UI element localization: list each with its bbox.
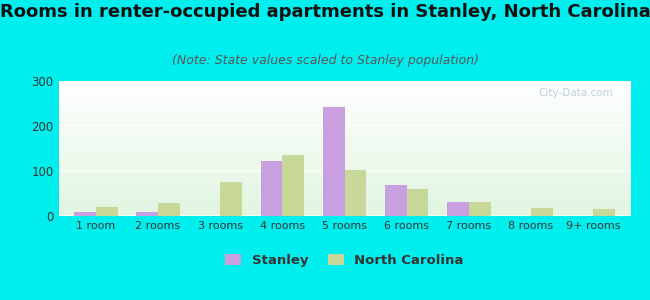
Bar	[323, 106, 345, 216]
Bar	[158, 203, 180, 216]
Bar	[593, 209, 615, 216]
Bar	[531, 208, 552, 216]
Text: Rooms in renter-occupied apartments in Stanley, North Carolina: Rooms in renter-occupied apartments in S…	[0, 3, 650, 21]
Text: City-Data.com: City-Data.com	[539, 88, 614, 98]
Bar	[469, 202, 491, 216]
Bar	[220, 182, 242, 216]
Text: (Note: State values scaled to Stanley population): (Note: State values scaled to Stanley po…	[172, 54, 478, 67]
Bar	[344, 169, 366, 216]
Bar	[96, 207, 118, 216]
Bar	[261, 161, 282, 216]
Legend: Stanley, North Carolina: Stanley, North Carolina	[221, 250, 468, 271]
Bar	[385, 185, 407, 216]
Bar	[282, 155, 304, 216]
Bar	[447, 202, 469, 216]
Bar	[407, 189, 428, 216]
Bar	[136, 212, 158, 216]
Bar	[74, 212, 96, 216]
